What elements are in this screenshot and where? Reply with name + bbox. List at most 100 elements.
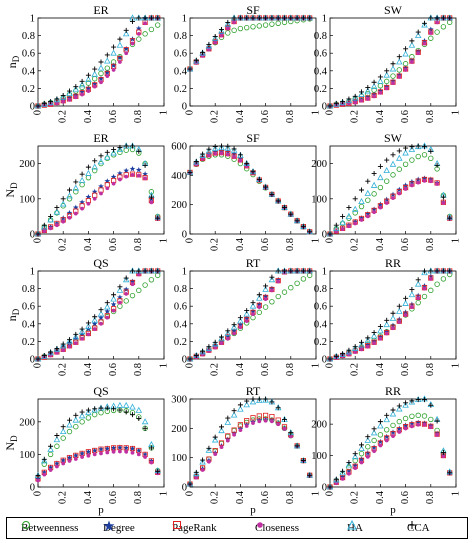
point-cca-13 [117,407,123,413]
point-cca-7 [371,79,377,85]
point-closeness-13 [410,60,414,64]
point-degree-5 [66,454,73,461]
y-axis-label: ND [3,182,19,198]
point-cca-18 [300,268,306,274]
point-closeness-3 [347,352,351,357]
point-closeness-4 [353,221,358,226]
point-closeness-8 [378,336,383,341]
point-closeness-12 [263,418,268,423]
point-ha-9 [91,163,98,170]
subplot-sf-1: SF 0 0.2 0.4 0.6 0.8 1 0 0.2 0.4 0.6 0.8 1 [174,3,322,123]
series-degree [187,416,313,487]
x-tick-label: 0.8 [285,238,296,251]
point-closeness-4 [61,99,66,104]
point-cca-3 [346,347,352,353]
point-ha-3 [205,344,213,351]
point-cca-1 [193,158,199,164]
point-closeness-2 [48,468,53,472]
point-closeness-14 [124,51,129,56]
point-cca-18 [148,268,154,274]
point-degree-9 [91,188,98,195]
point-degree-14 [123,444,130,451]
point-cca-5 [67,417,72,423]
point-closeness-4 [213,345,218,350]
y-tick-label: 1 [182,14,187,25]
point-cca-14 [275,405,281,411]
point-betweenness-4 [60,435,66,441]
point-cca-4 [352,93,358,99]
x-tick-label: 0.2 [210,363,221,376]
series-betweenness [35,22,161,109]
point-betweenness-17 [142,31,148,37]
series-degree [327,175,453,237]
point-cca-0 [327,103,333,109]
point-betweenness-13 [409,413,415,419]
point-betweenness-16 [288,285,294,291]
point-closeness-13 [410,305,414,309]
point-ha-3 [345,212,353,219]
point-degree-16 [135,166,142,173]
point-betweenness-7 [231,27,237,34]
point-cca-11 [104,52,110,58]
point-ha-9 [383,321,390,328]
legend-label: Closeness [255,522,299,534]
point-closeness-8 [238,158,243,163]
point-betweenness-9 [384,78,390,85]
series-pagerank [35,444,161,482]
point-cca-15 [130,268,135,274]
point-cca-8 [377,163,383,169]
point-cca-11 [396,303,402,309]
point-cca-1 [193,469,199,475]
point-betweenness-1 [41,461,47,467]
legend-item-cca: CCA [407,520,430,536]
subplot-rt-4: RT 0 0.2 0.4 0.6 0.8 1 0 100 200 300 p [171,384,321,516]
point-ha-4 [59,93,67,100]
point-cca-9 [384,68,390,74]
point-ha-6 [72,416,80,423]
point-degree-12 [402,65,409,71]
point-closeness-11 [105,74,110,78]
y-tick-label: 1 [182,267,187,278]
point-betweenness-14 [415,153,421,160]
subplot-er-2: ER 0 0.2 0.4 0.6 0.8 1 0 100 200 ND [3,131,169,251]
subplot-title: SW [384,3,403,17]
series-pagerank [187,149,313,235]
point-degree-14 [275,276,282,283]
x-tick-label: 0.2 [210,110,221,123]
point-closeness-8 [86,89,91,93]
point-cca-12 [403,46,409,52]
point-betweenness-14 [123,147,129,153]
point-cca-13 [117,144,123,150]
point-betweenness-9 [91,167,98,174]
point-closeness-1 [194,475,199,480]
point-closeness-5 [219,445,224,450]
point-cca-14 [275,15,281,21]
point-degree-13 [269,285,275,292]
point-ha-8 [85,322,92,329]
point-pagerank-5 [218,440,225,446]
point-cca-7 [79,171,85,177]
x-tick-label: 0.6 [260,238,271,251]
point-ha-13 [408,291,416,298]
point-pagerank-10 [250,415,256,421]
point-closeness-17 [143,176,148,181]
point-pagerank-10 [98,446,104,452]
point-cca-6 [225,143,231,149]
point-closeness-6 [225,152,230,157]
x-tick-label: 0.4 [83,237,94,251]
point-betweenness-6 [365,197,371,203]
point-betweenness-16 [136,36,142,42]
point-ha-15 [421,269,428,276]
point-cca-15 [422,144,427,150]
series-closeness [36,269,160,361]
x-tick-label: 0.4 [83,362,94,376]
point-ha-1 [333,225,340,232]
x-tick-label: 0.6 [400,110,411,123]
point-closeness-3 [207,459,211,464]
y-tick-label: 0.8 [22,31,35,42]
point-cca-1 [333,100,339,106]
series-pagerank [187,268,313,362]
point-closeness-8 [86,201,91,206]
point-betweenness-9 [91,411,98,418]
point-cca-5 [67,337,72,343]
